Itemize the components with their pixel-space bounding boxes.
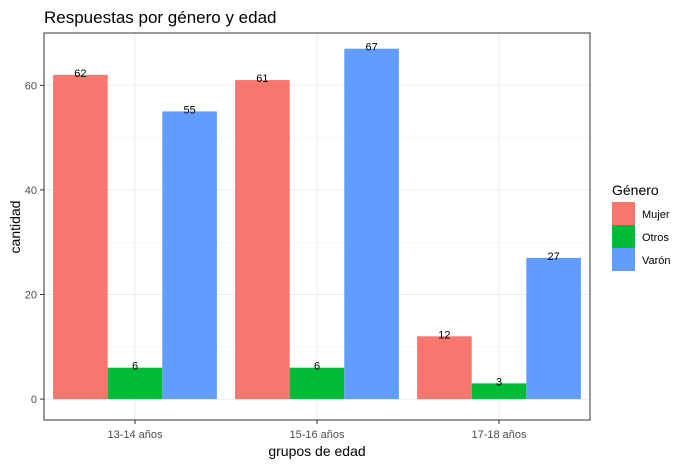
x-tick-label: 17-18 años [471, 429, 527, 441]
x-tick-label: 15-16 años [289, 429, 345, 441]
legend-key [612, 202, 635, 225]
bar [344, 48, 399, 400]
x-axis: 13-14 años 15-16 años 17-18 años [107, 420, 527, 441]
legend: Género Mujer Otros Varón [612, 182, 671, 271]
bar [162, 111, 217, 400]
bar-value-label: 61 [256, 73, 268, 85]
legend-label: Mujer [642, 209, 670, 221]
legend-title: Género [612, 182, 659, 198]
bar [53, 74, 108, 400]
chart-title: Respuestas por género y edad [44, 8, 277, 27]
y-axis: 0 20 40 60 [25, 80, 44, 406]
bar-value-label: 6 [314, 361, 320, 373]
legend-label: Varón [642, 255, 671, 267]
bar [235, 80, 290, 400]
bar-value-labels: 62 6 55 61 6 67 12 3 27 [74, 42, 559, 389]
bar-value-label: 3 [496, 376, 502, 388]
x-tick-label: 13-14 años [107, 429, 163, 441]
bar [289, 367, 345, 400]
bar [526, 257, 581, 400]
x-axis-title: grupos de edad [268, 443, 365, 459]
bar-value-label: 67 [365, 42, 377, 54]
bars [53, 48, 581, 400]
bar [107, 367, 163, 400]
legend-label: Otros [642, 232, 669, 244]
bar-value-label: 62 [74, 68, 86, 80]
bar-value-label: 6 [132, 361, 138, 373]
bar-value-label: 55 [183, 104, 195, 116]
bar [417, 336, 472, 400]
bar [471, 383, 527, 400]
bar-value-label: 27 [547, 251, 559, 263]
y-axis-title: cantidad [7, 201, 23, 254]
y-tick-label: 0 [31, 394, 37, 406]
legend-key [612, 225, 635, 248]
legend-key [612, 248, 635, 271]
y-tick-label: 60 [25, 80, 37, 92]
bar-value-label: 12 [438, 329, 450, 341]
y-tick-label: 20 [25, 289, 37, 301]
y-tick-label: 40 [25, 185, 37, 197]
